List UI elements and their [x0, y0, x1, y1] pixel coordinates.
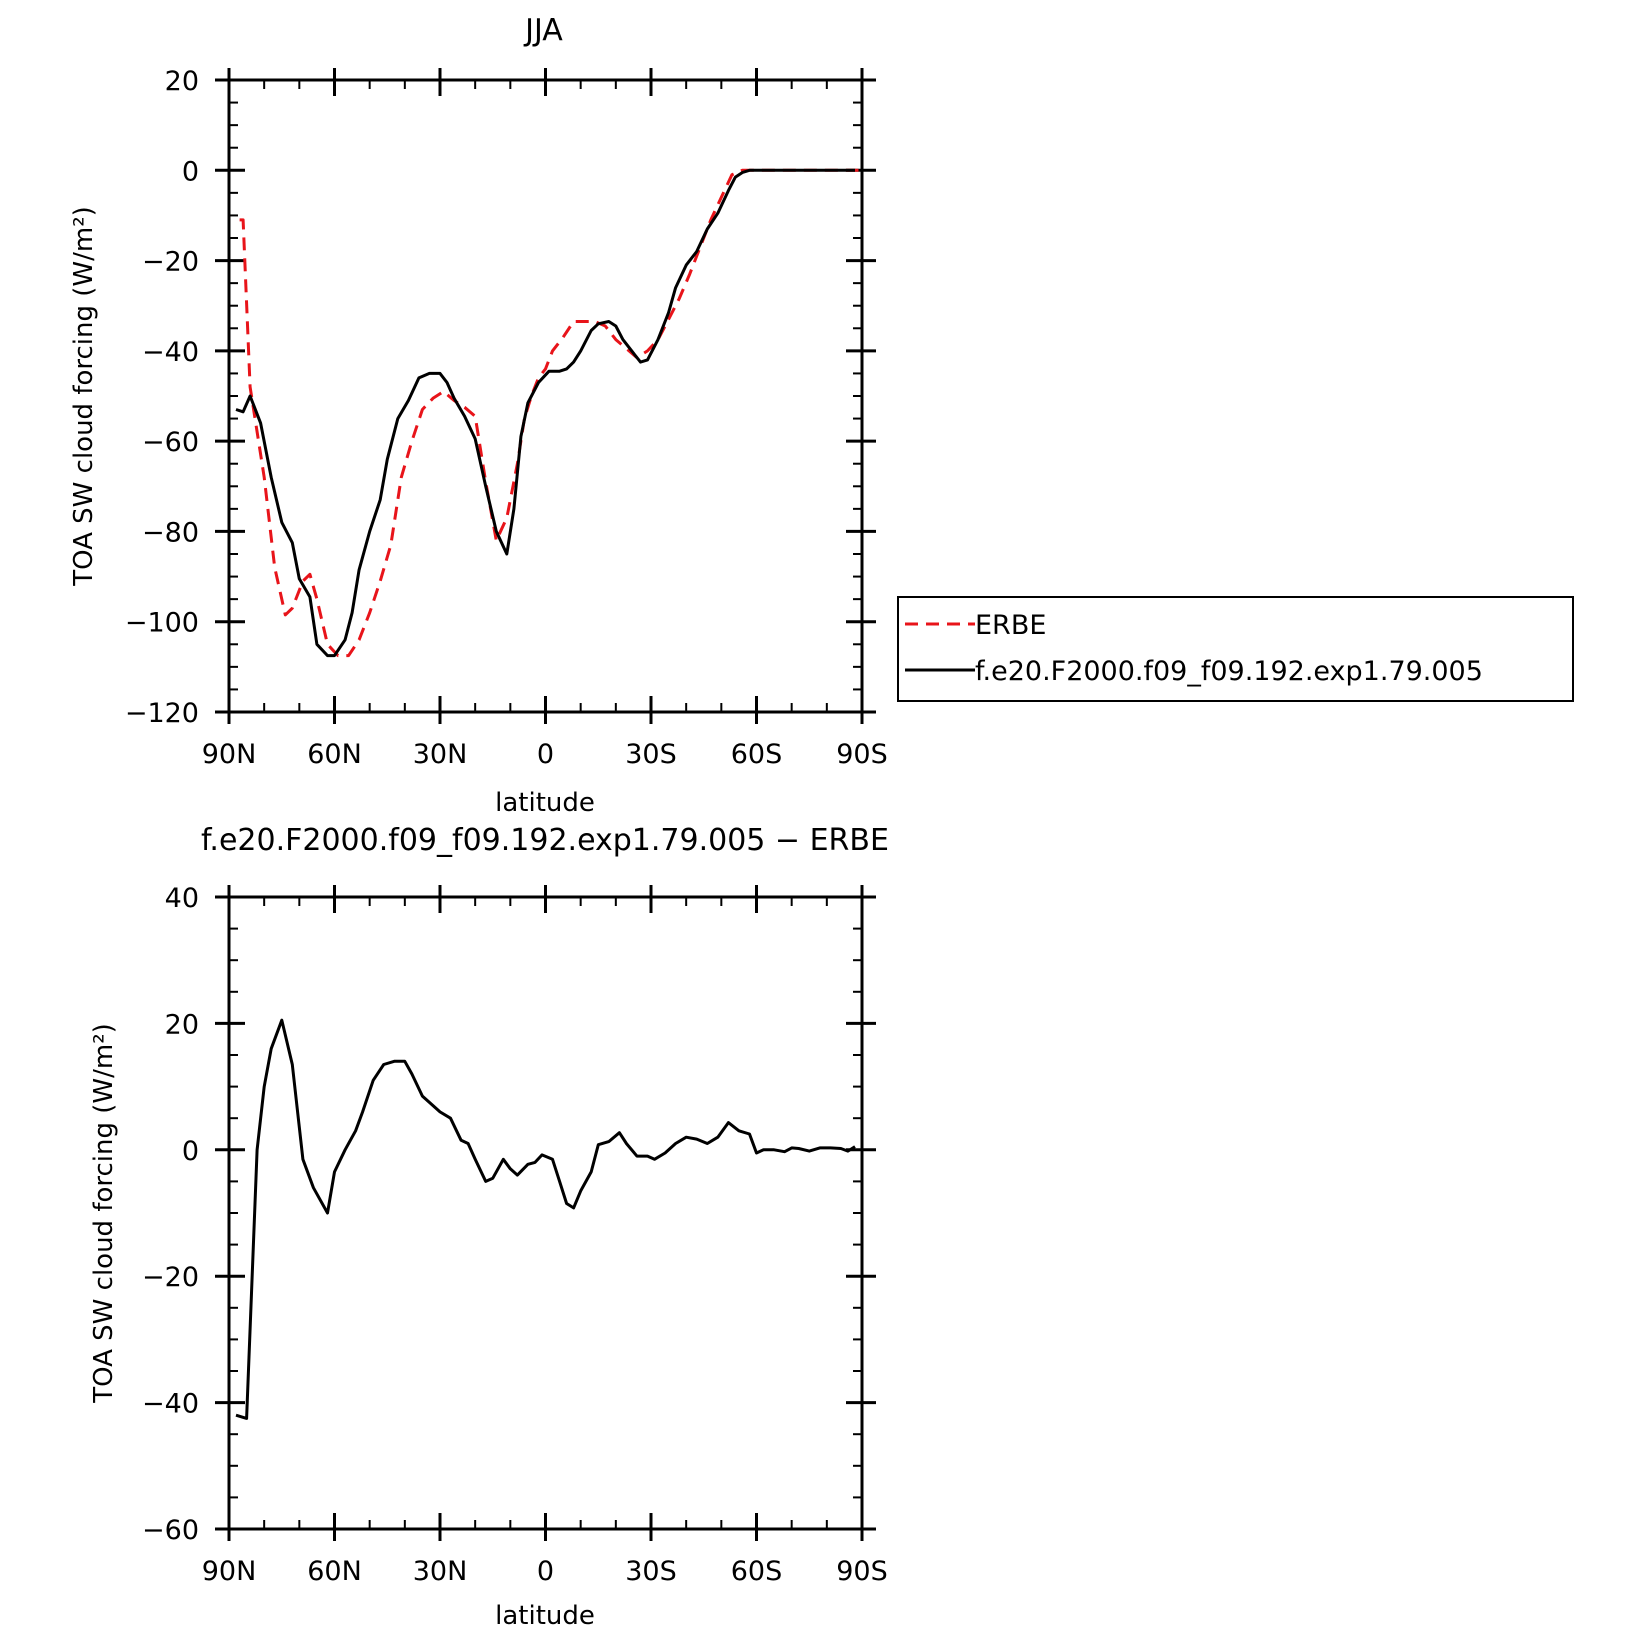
y-tick-label: −60	[142, 427, 199, 458]
y-tick-label: −100	[125, 608, 199, 639]
x-tick-label: 60N	[307, 1556, 362, 1587]
y-tick-label: −80	[142, 517, 199, 548]
bottom-plot-frame	[227, 895, 864, 1531]
y-tick-label: 40	[165, 883, 199, 914]
x-tick-label: 60N	[307, 739, 362, 770]
bottom-plot-lines	[235, 1018, 856, 1420]
y-tick-label: −60	[142, 1515, 199, 1546]
x-tick-label: 30S	[625, 739, 677, 770]
y-tick-label: −120	[125, 698, 199, 729]
legend-label-model: f.e20.F2000.f09_f09.192.exp1.79.005	[975, 656, 1483, 687]
x-tick-label: 60S	[731, 1556, 783, 1587]
top-panel: JJA 90N 60N 30N 0 30S 60S 90S 20 0 −20 −40 −60 −80 −1…	[69, 13, 1574, 818]
bottom-x-axis-title: latitude	[495, 1601, 595, 1630]
bottom-plot-title: f.e20.F2000.f09_f09.192.exp1.79.005 − ER…	[201, 823, 889, 858]
top-x-axis-title: latitude	[495, 788, 595, 818]
bottom-series-line-0	[235, 1018, 856, 1420]
top-plot-lines	[235, 168, 859, 658]
y-tick-label: 20	[165, 1009, 199, 1040]
x-tick-label: 0	[537, 739, 554, 770]
y-tick-label: −20	[142, 1262, 199, 1293]
x-tick-label: 90N	[202, 739, 257, 770]
y-tick-label: −20	[142, 247, 199, 278]
top-y-axis-title: TOA SW cloud forcing (W/m²)	[69, 206, 99, 587]
y-tick-label: 0	[182, 156, 199, 187]
x-tick-label: 0	[537, 1556, 554, 1587]
legend: ERBE f.e20.F2000.f09_f09.192.exp1.79.005	[897, 596, 1574, 702]
x-tick-label: 90N	[202, 1556, 257, 1587]
top-series-line-1	[235, 168, 855, 658]
y-tick-label: −40	[142, 1389, 199, 1420]
legend-box	[897, 596, 1574, 702]
legend-label-erbe: ERBE	[975, 610, 1046, 641]
x-tick-label: 30N	[413, 1556, 468, 1587]
bottom-panel: f.e20.F2000.f09_f09.192.exp1.79.005 − ER…	[89, 823, 889, 1630]
top-axis-ticks: 90N 60N 30N 0 30S 60S 90S 20 0 −20 −40 −60 −80 −100 −1…	[125, 66, 888, 770]
x-tick-label: 30S	[625, 1556, 677, 1587]
top-plot-title: JJA	[523, 13, 563, 48]
y-tick-label: −40	[142, 337, 199, 368]
x-tick-label: 30N	[413, 739, 468, 770]
bottom-y-axis-title: TOA SW cloud forcing (W/m²)	[89, 1023, 119, 1404]
y-tick-label: 0	[182, 1136, 199, 1167]
y-tick-label: 20	[165, 66, 199, 97]
bottom-axis-ticks: 90N 60N 30N 0 30S 60S 90S 40 20 0 −20 −40 −60	[142, 883, 888, 1587]
x-tick-label: 60S	[731, 739, 783, 770]
top-plot-frame	[227, 78, 864, 714]
x-tick-label: 90S	[836, 739, 888, 770]
x-tick-label: 90S	[836, 1556, 888, 1587]
top-series-line-0	[239, 168, 859, 658]
